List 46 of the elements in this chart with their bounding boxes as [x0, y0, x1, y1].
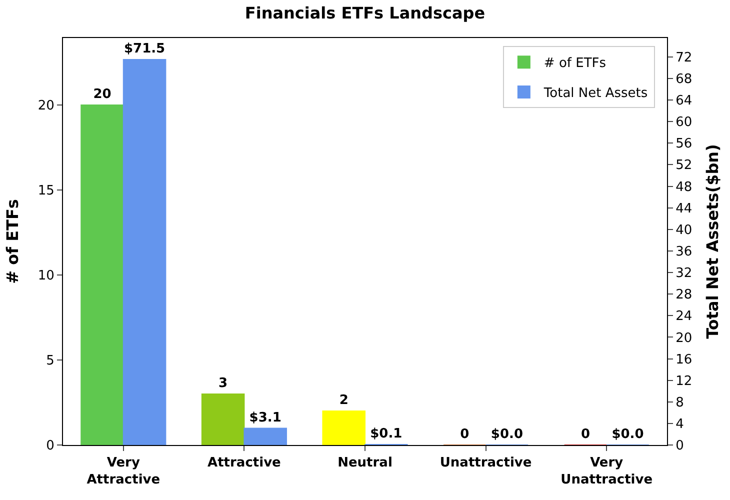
- x-tick-label: Neutral: [338, 456, 392, 471]
- bar: [322, 410, 366, 445]
- y2-tick-label: 68: [676, 72, 692, 87]
- y2-tick-label: 64: [676, 94, 692, 109]
- x-tick-label: Very Unattractive: [560, 456, 653, 488]
- y2-tick-label: 60: [676, 115, 692, 130]
- data-label: $0.0: [612, 427, 644, 442]
- y2-tick-label: 44: [676, 201, 692, 216]
- y2-tick-label: 24: [676, 309, 692, 324]
- x-tick-label: Unattractive: [440, 456, 532, 471]
- y2-tick-label: 20: [676, 330, 692, 346]
- y2-tick-label: 0: [676, 438, 684, 454]
- data-label: 0: [580, 427, 590, 442]
- y-tick-label: 5: [46, 354, 54, 369]
- y2-tick-label: 32: [676, 266, 692, 282]
- chart-title: Financials ETFs Landscape: [244, 4, 486, 23]
- y2-tick-label: 56: [676, 136, 692, 152]
- data-label: $0.0: [490, 427, 523, 442]
- y2-tick-label: 40: [676, 222, 692, 238]
- data-label: $71.5: [124, 42, 166, 57]
- y2-tick-label: 52: [676, 158, 692, 174]
- y2-tick-label: 8: [676, 395, 684, 410]
- y2-tick-label: 4: [676, 416, 684, 432]
- y2-tick-label: 48: [676, 180, 692, 195]
- data-label: 20: [93, 86, 112, 102]
- data-label: $3.1: [249, 410, 282, 426]
- data-label: 0: [460, 427, 470, 442]
- y2-tick-label: 72: [676, 50, 692, 66]
- y2-tick-label: 12: [676, 374, 692, 389]
- y-tick-label: 15: [38, 184, 54, 199]
- data-label: 3: [218, 376, 228, 391]
- x-tick-label: Very Attractive: [86, 456, 160, 488]
- bar: [201, 394, 245, 445]
- data-label: 2: [339, 393, 348, 408]
- x-tick-label: Attractive: [208, 456, 282, 471]
- y2-axis-title: Total Net Assets($bn): [702, 144, 722, 339]
- y-tick-label: 20: [38, 98, 54, 114]
- legend-label: Total Net Assets: [542, 86, 648, 102]
- y2-tick-label: 16: [676, 352, 692, 368]
- y2-tick-label: 36: [676, 244, 692, 260]
- y-tick-label: 0: [46, 438, 54, 454]
- y-tick-label: 10: [38, 268, 54, 284]
- legend-label: # of ETFs: [544, 56, 606, 72]
- data-label: $0.1: [370, 426, 402, 442]
- y2-tick-label: 28: [676, 288, 692, 303]
- y-axis-title: # of ETFs: [2, 199, 22, 284]
